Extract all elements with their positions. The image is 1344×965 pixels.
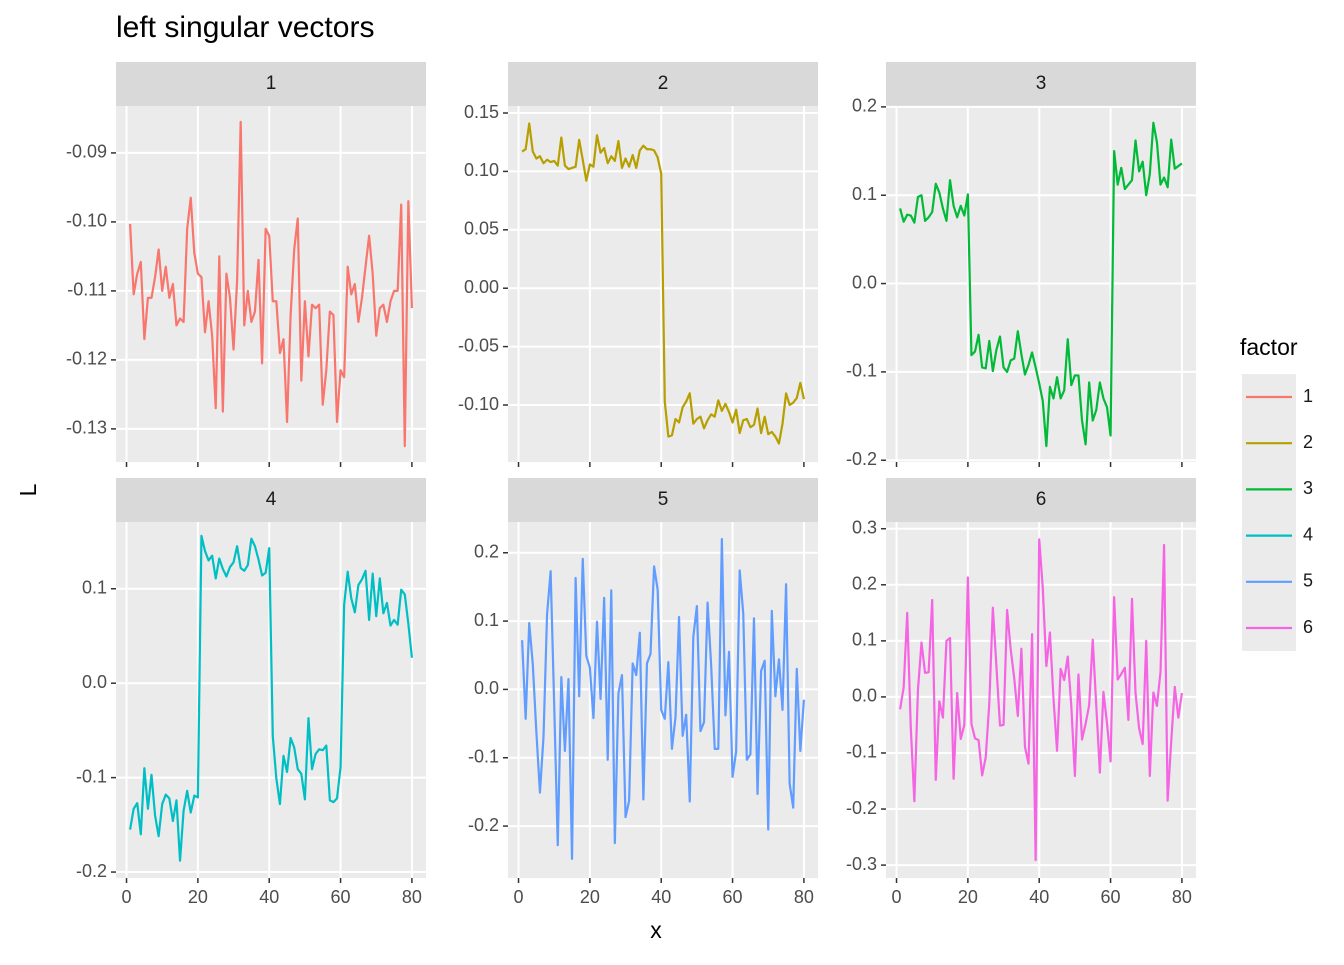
y-tick-label: 0.1 bbox=[82, 578, 107, 598]
y-tick-label: 0.10 bbox=[464, 160, 499, 180]
x-tick-label: 0 bbox=[892, 887, 902, 907]
x-tick-label: 20 bbox=[188, 887, 208, 907]
y-tick-label: 0.0 bbox=[852, 272, 877, 292]
strip bbox=[886, 62, 1196, 106]
x-tick-label: 20 bbox=[580, 887, 600, 907]
strip bbox=[508, 478, 818, 522]
strip bbox=[116, 62, 426, 106]
strip-label: 5 bbox=[658, 489, 669, 510]
y-tick-label: 0.0 bbox=[82, 672, 107, 692]
strip-label: 6 bbox=[1036, 489, 1047, 510]
y-tick-label: -0.1 bbox=[468, 746, 499, 766]
strip bbox=[886, 478, 1196, 522]
series-line bbox=[129, 534, 414, 862]
strip bbox=[116, 478, 426, 522]
x-tick-label: 40 bbox=[651, 887, 671, 907]
strip-label: 3 bbox=[1036, 73, 1047, 94]
x-tick-label: 60 bbox=[723, 887, 743, 907]
legend-label: 4 bbox=[1303, 524, 1313, 544]
legend-background bbox=[1242, 374, 1296, 651]
strip-label: 4 bbox=[266, 489, 277, 510]
x-tick-label: 80 bbox=[794, 887, 814, 907]
y-tick-label: 0.2 bbox=[474, 541, 499, 561]
series-line bbox=[899, 121, 1183, 448]
x-tick-label: 40 bbox=[259, 887, 279, 907]
x-tick-label: 60 bbox=[1101, 887, 1121, 907]
chart-title: left singular vectors bbox=[116, 11, 374, 44]
y-tick-label: 0.2 bbox=[852, 574, 877, 594]
y-tick-label: -0.09 bbox=[66, 142, 107, 162]
legend-label: 5 bbox=[1303, 571, 1313, 591]
y-tick-label: -0.05 bbox=[458, 335, 499, 355]
y-tick-label: -0.10 bbox=[66, 211, 107, 231]
y-tick-label: -0.1 bbox=[76, 766, 107, 786]
x-tick-label: 0 bbox=[514, 887, 524, 907]
legend-title: factor bbox=[1240, 334, 1298, 360]
x-tick-label: 60 bbox=[331, 887, 351, 907]
y-tick-label: -0.1 bbox=[846, 742, 877, 762]
legend-label: 1 bbox=[1303, 386, 1313, 406]
y-tick-label: 0.00 bbox=[464, 277, 499, 297]
y-tick-label: -0.11 bbox=[67, 280, 107, 300]
y-tick-label: 0.1 bbox=[474, 610, 499, 630]
y-tick-label: -0.2 bbox=[76, 861, 107, 881]
x-axis-title: x bbox=[650, 917, 662, 943]
y-tick-label: -0.2 bbox=[846, 798, 877, 818]
y-tick-label: -0.2 bbox=[846, 449, 877, 469]
y-tick-label: -0.1 bbox=[846, 361, 877, 381]
series-line bbox=[128, 120, 414, 448]
x-tick-label: 80 bbox=[402, 887, 422, 907]
strip-label: 1 bbox=[266, 73, 277, 94]
y-tick-label: -0.12 bbox=[66, 349, 107, 369]
x-tick-label: 0 bbox=[122, 887, 132, 907]
y-tick-label: 0.0 bbox=[474, 678, 499, 698]
legend-label: 2 bbox=[1303, 432, 1313, 452]
series-line bbox=[520, 537, 806, 860]
legend-label: 6 bbox=[1303, 617, 1313, 637]
y-tick-label: 0.1 bbox=[852, 630, 877, 650]
strip-label: 2 bbox=[658, 73, 669, 94]
x-tick-label: 80 bbox=[1172, 887, 1192, 907]
y-tick-label: 0.0 bbox=[852, 686, 877, 706]
y-tick-label: -0.10 bbox=[458, 394, 499, 414]
legend-label: 3 bbox=[1303, 478, 1313, 498]
y-tick-label: 0.2 bbox=[852, 96, 877, 116]
y-axis-title: L bbox=[15, 483, 41, 496]
y-tick-label: -0.2 bbox=[468, 815, 499, 835]
series-line bbox=[899, 538, 1183, 862]
x-tick-label: 20 bbox=[958, 887, 978, 907]
x-tick-label: 40 bbox=[1029, 887, 1049, 907]
y-tick-label: -0.3 bbox=[846, 854, 877, 874]
y-tick-label: 0.15 bbox=[464, 102, 499, 122]
y-tick-label: 0.1 bbox=[852, 184, 877, 204]
strip bbox=[508, 62, 818, 106]
series-line bbox=[521, 122, 805, 445]
y-tick-label: 0.3 bbox=[852, 517, 877, 537]
y-tick-label: -0.13 bbox=[66, 418, 107, 438]
y-tick-label: 0.05 bbox=[464, 219, 499, 239]
